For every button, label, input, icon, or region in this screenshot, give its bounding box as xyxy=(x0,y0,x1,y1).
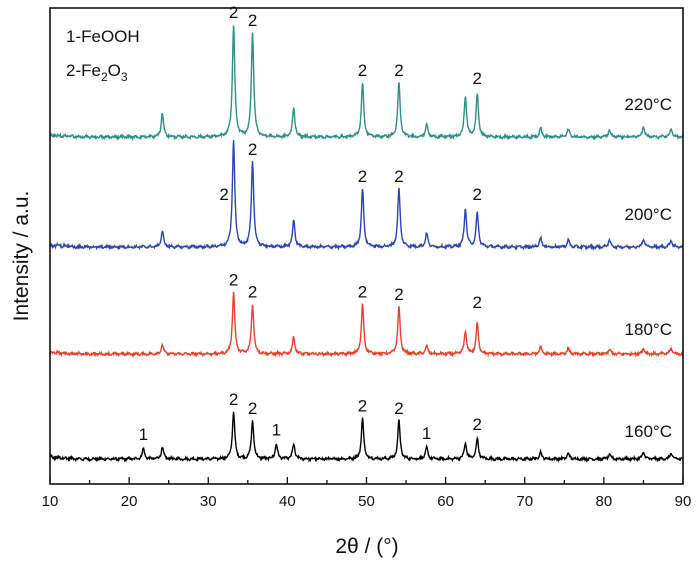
series-line-180c xyxy=(49,291,684,358)
x-tick-label: 20 xyxy=(121,493,138,510)
series-label: 220°C xyxy=(625,95,672,114)
series-label: 180°C xyxy=(625,320,672,339)
x-tick-label: 70 xyxy=(516,493,533,510)
peak-label: 1 xyxy=(139,425,148,444)
x-tick-label: 90 xyxy=(675,493,692,510)
series-layer xyxy=(49,25,684,463)
x-tick-label: 50 xyxy=(358,493,375,510)
x-tick-label: 80 xyxy=(596,493,613,510)
peak-label: 2 xyxy=(248,140,257,159)
peak-label: 2 xyxy=(219,185,228,204)
peak-label: 2 xyxy=(473,415,482,434)
peak-label: 2 xyxy=(394,61,403,80)
peak-label: 2 xyxy=(473,69,482,88)
series-label: 200°C xyxy=(625,205,672,224)
peak-label: 2 xyxy=(394,285,403,304)
peak-label: 2 xyxy=(394,399,403,418)
legend: 1-FeOOH 2-Fe2O3 xyxy=(66,27,140,84)
y-axis-title: Intensity / a.u. xyxy=(10,191,33,322)
x-axis: 10 20 30 40 50 60 70 80 90 xyxy=(42,477,692,510)
peak-label: 2 xyxy=(394,167,403,186)
peak-label: 2 xyxy=(248,283,257,302)
series-line-160c xyxy=(49,411,684,463)
legend-entry-fe2o3: 2-Fe2O3 xyxy=(66,61,128,84)
peak-label: 2 xyxy=(358,283,367,302)
series-label: 160°C xyxy=(625,422,672,441)
peak-label: 2 xyxy=(358,167,367,186)
peak-label: 2 xyxy=(229,390,238,409)
peak-label: 2 xyxy=(248,11,257,30)
peak-label: 1 xyxy=(422,424,431,443)
peak-label: 2 xyxy=(358,61,367,80)
x-tick-label: 40 xyxy=(279,493,296,510)
series-line-220c xyxy=(49,25,684,142)
legend-entry-feooh: 1-FeOOH xyxy=(66,27,140,46)
x-tick-label: 60 xyxy=(437,493,454,510)
x-tick-label: 30 xyxy=(200,493,217,510)
series-line-200c xyxy=(49,139,684,251)
x-axis-title: 2θ / (°) xyxy=(335,535,398,558)
peak-label: 2 xyxy=(473,293,482,312)
peak-label: 2 xyxy=(229,270,238,289)
peak-label: 2 xyxy=(358,397,367,416)
peak-label: 1 xyxy=(272,420,281,439)
x-tick-label: 10 xyxy=(42,493,59,510)
peak-label: 2 xyxy=(248,399,257,418)
peak-label: 2 xyxy=(473,185,482,204)
peak-label: 2 xyxy=(229,3,238,22)
